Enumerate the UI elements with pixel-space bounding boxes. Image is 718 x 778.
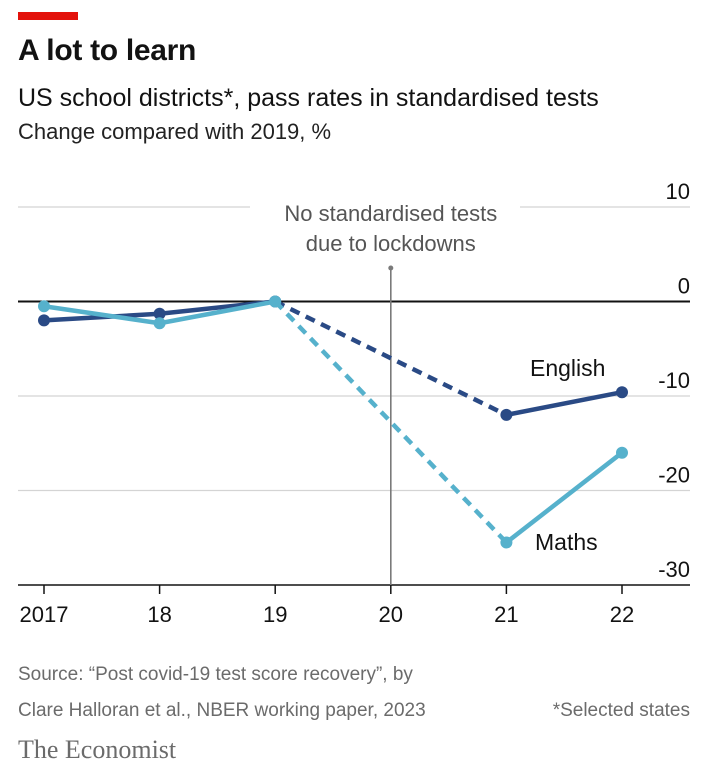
series-label-maths: Maths: [535, 529, 598, 555]
y-tick-label: 10: [666, 179, 690, 204]
line-chart: No standardised tests due to lockdowns 10…: [18, 179, 690, 627]
economist-logo: The Economist: [18, 735, 177, 764]
series-line-maths-recent: [504, 450, 625, 545]
source-line-2: Clare Halloran et al., NBER working pape…: [18, 700, 426, 721]
series-gap-maths: [273, 299, 509, 545]
y-tick-label: -20: [658, 463, 690, 488]
chart-labels: 10 0 -10 -20 -30 2017 18 19 20 21 22 English Maths: [20, 179, 690, 627]
source-line-1: Source: “Post covid-19 test score recove…: [18, 664, 413, 685]
series-gap-english: [274, 299, 508, 417]
data-point-maths: [38, 300, 50, 313]
x-tick-label: 19: [263, 602, 287, 627]
chart-series: [38, 295, 628, 549]
brand-accent-bar: [18, 12, 78, 20]
x-tick-label: 21: [494, 602, 518, 627]
annotation-dot: [388, 265, 394, 271]
annotation-backdrop: [250, 195, 520, 265]
data-point-maths: [269, 295, 282, 308]
chart-annotation: No standardised tests due to lockdowns: [250, 195, 520, 585]
data-point-maths: [500, 536, 513, 549]
data-point-maths: [616, 446, 628, 459]
chart-title: A lot to learn: [18, 34, 197, 67]
x-tick-label: 22: [610, 602, 634, 627]
x-tick-label: 2017: [20, 602, 69, 627]
data-point-english: [616, 386, 628, 399]
series-label-english: English: [530, 355, 605, 381]
chart-subtitle: US school districts*, pass rates in stan…: [18, 84, 599, 112]
data-point-maths: [153, 317, 166, 330]
data-point-english: [153, 307, 166, 320]
y-tick-label: 0: [678, 274, 690, 299]
x-tick-label: 20: [379, 602, 403, 627]
series-line-english-recent: [504, 389, 625, 418]
x-tick-label: 18: [147, 602, 171, 627]
data-point-english: [500, 408, 513, 421]
annotation-text-line2: due to lockdowns: [306, 231, 476, 256]
chart-unit-note: Change compared with 2019, %: [18, 119, 332, 144]
y-tick-label: -10: [658, 368, 690, 393]
annotation-text-line1: No standardised tests: [284, 201, 497, 226]
data-point-english: [38, 314, 50, 327]
y-tick-label: -30: [658, 557, 690, 582]
footnote: *Selected states: [552, 700, 690, 721]
